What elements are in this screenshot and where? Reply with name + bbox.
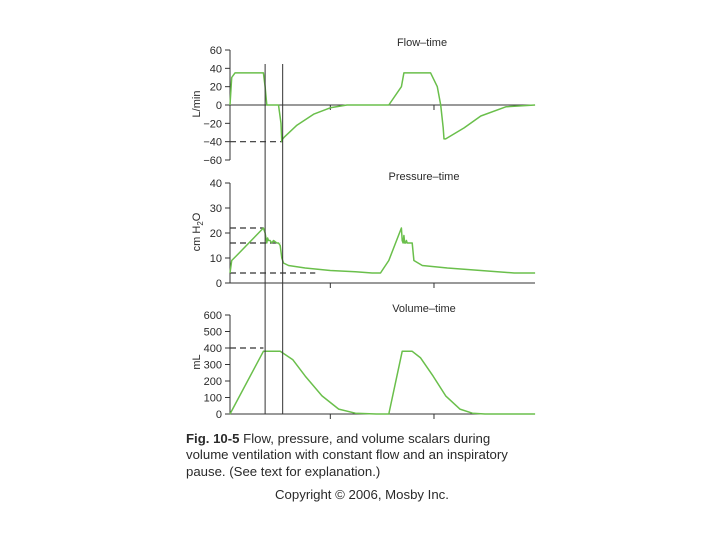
- y-tick-label: 0: [216, 278, 222, 290]
- y-tick-label: 100: [204, 393, 222, 405]
- series-line: [229, 72, 536, 143]
- y-tick-label: 40: [210, 178, 222, 190]
- y-tick-label: 0: [216, 100, 222, 112]
- panel-title: Pressure–time: [389, 171, 460, 183]
- figure-number: Fig. 10-5: [186, 431, 240, 446]
- series-line: [229, 227, 536, 274]
- y-tick-label: 30: [210, 203, 222, 215]
- y-tick-label: 500: [204, 327, 222, 339]
- figure-caption: Fig. 10-5 Flow, pressure, and volume sca…: [186, 431, 526, 480]
- y-tick-label: 60: [210, 45, 222, 57]
- y-tick-label: 0: [216, 409, 222, 421]
- y-tick-label: 400: [204, 343, 222, 355]
- y-tick-label: 300: [204, 360, 222, 372]
- y-tick-label: −20: [203, 118, 222, 130]
- copyright-notice: Copyright © 2006, Mosby Inc.: [275, 487, 449, 502]
- y-tick-label: 600: [204, 310, 222, 322]
- y-axis-label: L/min: [191, 91, 203, 118]
- y-tick-label: 20: [210, 228, 222, 240]
- y-tick-label: −40: [203, 137, 222, 149]
- panel-title: Volume–time: [392, 303, 456, 315]
- panel-pressure: Pressure–time cm H2O 40 30 20 10 0: [191, 171, 536, 290]
- y-tick-label: 20: [210, 82, 222, 94]
- y-axis-label: cm H2O: [191, 212, 205, 251]
- y-tick-label: 40: [210, 63, 222, 75]
- y-tick-label: 10: [210, 253, 222, 265]
- caption-text: Flow, pressure, and volume scalars durin…: [186, 431, 508, 479]
- y-axis-label: mL: [191, 354, 203, 369]
- ventilator-scalars-figure: Flow–timeL/min6040200−20−40−60Pressure–t…: [191, 37, 536, 421]
- y-tick-label: −60: [203, 155, 222, 167]
- panel-volume: Volume–time mL 600 500 400 300 200 100 0: [191, 303, 536, 421]
- y-tick-label: 200: [204, 376, 222, 388]
- series-line: [229, 350, 536, 415]
- panel-title: Flow–time: [397, 37, 447, 49]
- panel-flow: Flow–time L/min 60 40 20 0 −20 −40 −60: [191, 37, 536, 167]
